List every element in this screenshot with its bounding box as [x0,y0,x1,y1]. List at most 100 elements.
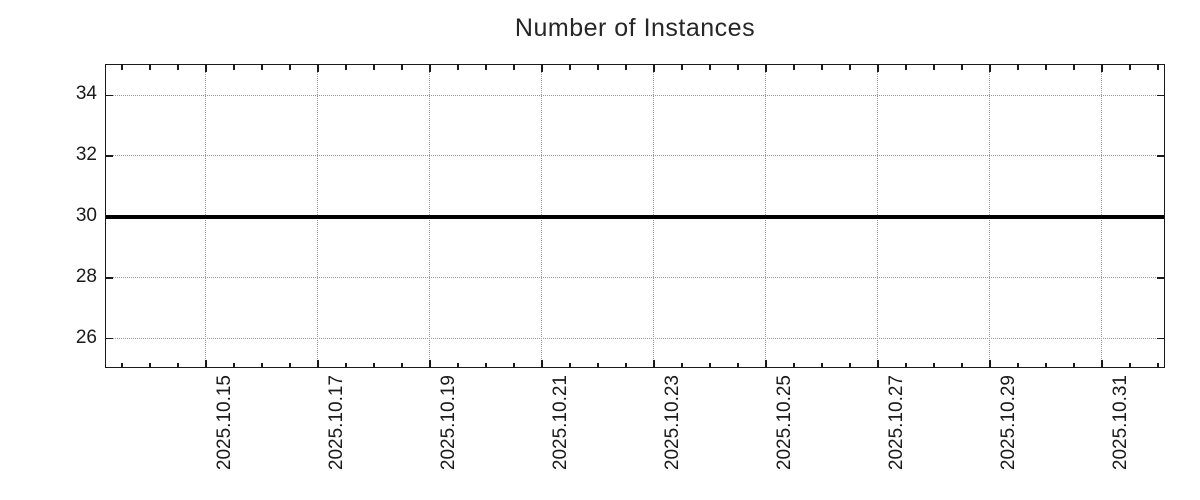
x-axis-tick [205,65,208,72]
x-axis-tick [429,360,431,367]
x-axis-minor-tick [961,362,963,367]
x-axis-minor-tick [569,362,571,367]
x-axis-minor-tick [233,362,236,367]
x-axis-tick [317,65,320,72]
y-axis-tick [1157,155,1164,157]
x-axis-minor-tick [1045,65,1047,70]
y-tick-label: 30 [75,205,97,226]
y-axis-tick [106,94,113,97]
x-axis-tick [765,360,767,367]
y-axis-tick [1157,277,1164,279]
x-axis-tick [989,65,991,72]
x-axis-minor-tick [821,362,823,367]
x-axis-tick [317,360,320,367]
x-axis-minor-tick [121,362,124,367]
x-axis-minor-tick [289,362,292,367]
x-tick-label: 2025.10.31 [1109,375,1131,471]
x-axis-tick [541,360,543,367]
x-axis-minor-tick [625,65,627,70]
x-tick-label: 2025.10.19 [437,375,459,471]
x-axis-tick [877,65,879,72]
x-axis-minor-tick [457,362,459,367]
gridline-horizontal [106,337,1164,339]
y-axis-tick [106,155,113,157]
y-axis-tick [106,277,113,279]
x-axis-minor-tick [681,362,683,367]
x-axis-minor-tick [261,65,264,70]
x-tick-label: 2025.10.27 [885,375,907,471]
x-axis-minor-tick [569,65,571,70]
x-axis-minor-tick [793,65,795,70]
x-axis-minor-tick [681,65,683,70]
x-axis-minor-tick [149,362,152,367]
x-axis-minor-tick [121,65,124,70]
x-axis-minor-tick [849,362,851,367]
x-axis-minor-tick [373,362,375,367]
x-axis-tick [205,360,208,367]
x-axis-minor-tick [709,362,711,367]
x-axis-minor-tick [1129,65,1131,70]
x-axis-minor-tick [513,65,515,70]
x-axis-minor-tick [345,65,348,70]
x-axis-minor-tick [373,65,375,70]
x-axis-tick [877,360,879,367]
x-axis-tick [653,360,655,367]
x-axis-minor-tick [1017,362,1019,367]
x-tick-label: 2025.10.21 [549,375,571,471]
x-axis-minor-tick [849,65,851,70]
x-axis-minor-tick [457,65,459,70]
y-axis-tick [1157,94,1164,97]
x-axis-minor-tick [177,65,180,70]
gridline-horizontal [106,155,1164,157]
x-axis-minor-tick [1073,362,1075,367]
x-axis-minor-tick [401,65,403,70]
y-tick-label: 32 [75,144,97,166]
x-axis-minor-tick [513,362,515,367]
plot-area [105,64,1165,368]
x-axis-tick [989,360,991,367]
x-tick-label: 2025.10.17 [325,375,347,471]
x-axis-minor-tick [1045,362,1047,367]
y-axis-tick [106,337,113,340]
x-axis-minor-tick [905,65,907,70]
x-axis-minor-tick [485,362,487,367]
x-tick-label: 2025.10.25 [773,375,795,471]
x-axis-minor-tick [793,362,795,367]
y-tick-label: 28 [75,265,97,287]
y-tick-label: 26 [75,326,97,348]
series-line [106,215,1164,219]
x-axis-minor-tick [233,65,236,70]
x-axis-minor-tick [933,362,935,367]
x-axis-tick [765,65,767,72]
gridline-horizontal [106,277,1164,278]
y-tick-label: 34 [75,83,97,105]
x-axis-minor-tick [737,362,739,367]
x-axis-minor-tick [289,65,292,70]
x-axis-minor-tick [625,362,627,367]
gridline-horizontal [106,94,1164,96]
x-axis-minor-tick [933,65,935,70]
x-axis-minor-tick [597,362,599,367]
x-axis-tick [653,65,655,72]
x-axis-minor-tick [401,362,403,367]
x-axis-minor-tick [1073,65,1075,70]
x-axis-minor-tick [1157,362,1159,367]
x-axis-minor-tick [177,362,180,367]
x-tick-label: 2025.10.15 [213,375,235,471]
x-axis-tick [541,65,543,72]
x-tick-label: 2025.10.23 [661,375,683,471]
x-axis-tick [1101,65,1103,72]
x-axis-minor-tick [737,65,739,70]
x-axis-minor-tick [1129,362,1131,367]
x-axis-minor-tick [961,65,963,70]
x-axis-minor-tick [149,65,152,70]
x-axis-minor-tick [709,65,711,70]
x-axis-minor-tick [1017,65,1019,70]
x-axis-minor-tick [597,65,599,70]
x-axis-minor-tick [905,362,907,367]
x-axis-minor-tick [821,65,823,70]
x-axis-tick [1101,360,1103,367]
x-tick-label: 2025.10.29 [997,375,1019,471]
x-axis-minor-tick [261,362,264,367]
